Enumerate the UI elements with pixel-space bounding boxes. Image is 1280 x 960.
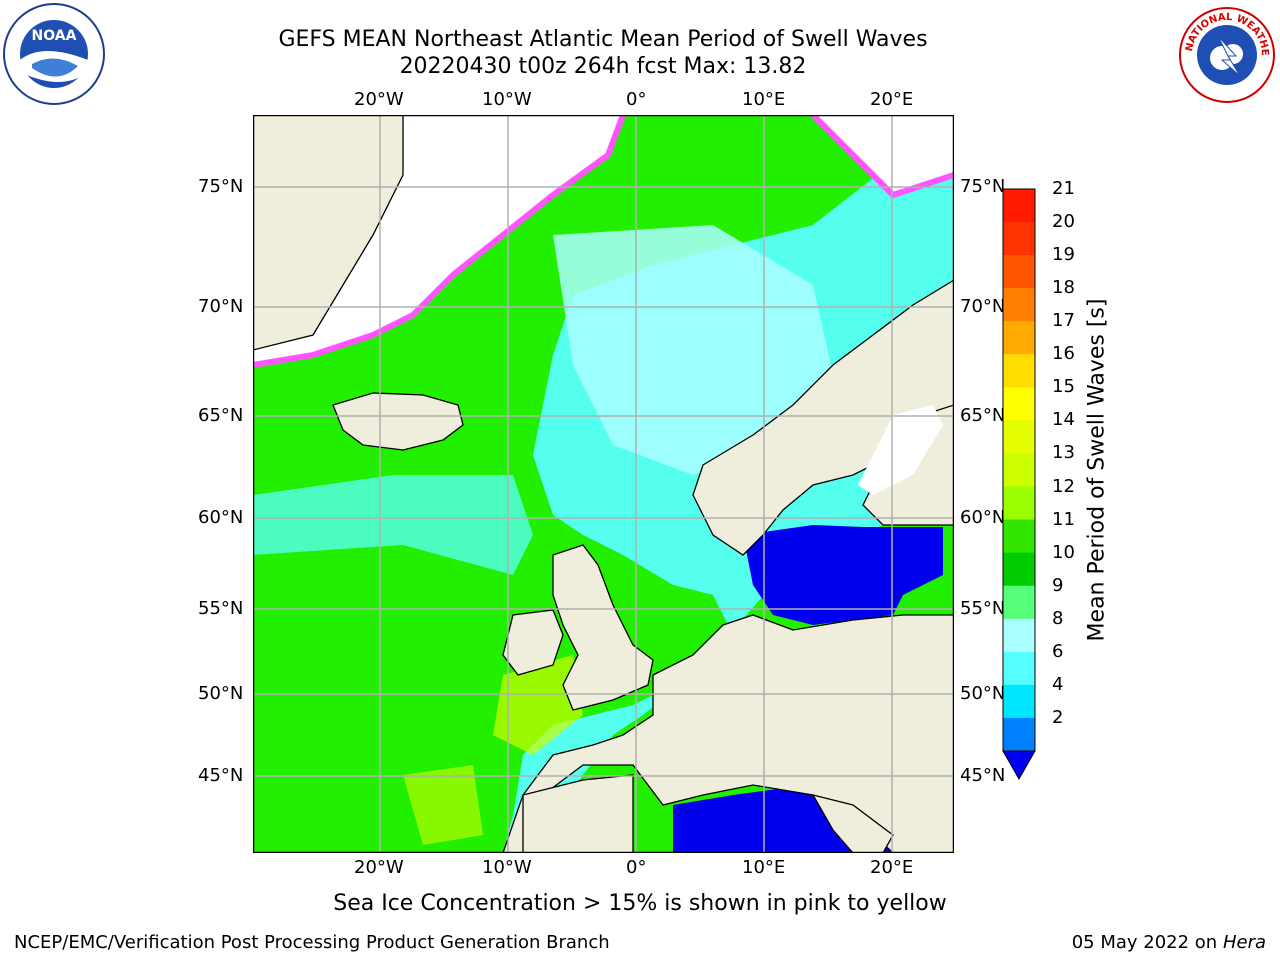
footer-date: 05 May 2022 on Hera <box>1072 932 1266 953</box>
colorbar-segment <box>1003 552 1035 587</box>
lon-label-top: 20°W <box>354 89 404 110</box>
colorbar-segment <box>1003 684 1035 719</box>
ocean-yellow-patch-2 <box>403 765 483 845</box>
italy-land <box>811 793 894 853</box>
colorbar-segment <box>1003 321 1035 355</box>
europe-land <box>502 614 954 853</box>
colorbar-tick-label: 19 <box>1052 244 1075 266</box>
lat-label-right: 50°N <box>960 683 1006 704</box>
lon-label-top: 10°E <box>742 89 786 110</box>
colorbar-segment <box>1003 519 1035 554</box>
colorbar-tick-label: 13 <box>1052 442 1075 464</box>
colorbar-segment <box>1003 420 1035 454</box>
colorbar-tick-label: 14 <box>1052 409 1075 431</box>
nws-logo: NATIONAL WEATHER SERVICE <box>1178 6 1275 103</box>
iceland-land <box>332 392 464 451</box>
colorbar-segment <box>1003 354 1035 388</box>
ireland-land <box>502 609 564 676</box>
colorbar-tick-label: 20 <box>1052 211 1075 233</box>
colorbar-tick-label: 4 <box>1052 673 1064 695</box>
svalbard-ice <box>813 115 954 195</box>
map-frame <box>253 115 954 853</box>
lon-label-top: 20°E <box>870 89 914 110</box>
noaa-logo: NOAA <box>3 3 105 105</box>
colorbar-tick-label: 12 <box>1052 475 1075 497</box>
lon-label-top: 0° <box>626 89 647 110</box>
greenland-land <box>253 115 404 351</box>
lat-label-left: 50°N <box>198 683 244 704</box>
colorbar-segment <box>1003 288 1035 322</box>
colorbar-segment <box>1003 717 1035 752</box>
colorbar-tick-label: 21 <box>1052 178 1075 199</box>
colorbar-frame <box>1002 188 1036 752</box>
ice-edge-2 <box>810 115 954 199</box>
lat-label-right: 65°N <box>960 405 1006 426</box>
colorbar-tick-label: 10 <box>1052 541 1075 563</box>
colorbar-segment <box>1003 453 1035 488</box>
lat-label-right: 75°N <box>960 176 1006 197</box>
colorbar-tick-label: 16 <box>1052 343 1075 365</box>
footer-date-text: 05 May 2022 on <box>1071 932 1218 953</box>
lon-label-bottom: 10°W <box>482 857 532 878</box>
colorbar-tick-label: 6 <box>1052 640 1064 662</box>
ocean-yellow-patch <box>493 655 583 755</box>
colorbar-tick-label: 2 <box>1052 706 1064 728</box>
sea-ice-note: Sea Ice Concentration > 15% is shown in … <box>333 891 947 916</box>
colorbar-segment <box>1003 618 1035 653</box>
ice-edge <box>253 115 626 368</box>
colorbar-segment <box>1003 189 1035 223</box>
colorbar-tick-label: 17 <box>1052 310 1075 332</box>
britain-land <box>552 544 654 711</box>
colorbar-under-triangle <box>1002 750 1036 781</box>
footer-organization: NCEP/EMC/Verification Post Processing Pr… <box>14 932 610 953</box>
lat-label-right: 60°N <box>960 507 1006 528</box>
ocean-pale-region <box>553 225 833 475</box>
lat-label-left: 55°N <box>198 598 244 619</box>
lat-label-left: 75°N <box>198 176 244 197</box>
colorbar-segment <box>1003 387 1035 421</box>
colorbar-tick-label: 8 <box>1052 607 1064 629</box>
iberia-land <box>522 774 634 853</box>
lon-label-bottom: 20°W <box>354 857 404 878</box>
map-title: GEFS MEAN Northeast Atlantic Mean Period… <box>278 27 928 52</box>
lat-label-right: 55°N <box>960 598 1006 619</box>
lat-label-left: 70°N <box>198 296 244 317</box>
lat-label-right: 45°N <box>960 765 1006 786</box>
lon-label-bottom: 20°E <box>870 857 914 878</box>
lon-label-bottom: 10°E <box>742 857 786 878</box>
graticule <box>253 115 954 853</box>
gulf-bothnia-ice <box>858 405 943 495</box>
lat-label-right: 70°N <box>960 296 1006 317</box>
map-panel <box>253 115 954 853</box>
colorbar-tick-label: 9 <box>1052 574 1064 596</box>
lat-label-left: 60°N <box>198 507 244 528</box>
colorbar-segment <box>1003 585 1035 620</box>
colorbar-tick-label: 11 <box>1052 508 1075 530</box>
map-subtitle: 20220430 t00z 264h fcst Max: 13.82 <box>399 54 807 79</box>
colorbar-tick-label: 18 <box>1052 277 1075 299</box>
colorbar-tick-label: 15 <box>1052 376 1075 398</box>
lon-label-bottom: 0° <box>626 857 647 878</box>
colorbar-segment <box>1003 222 1035 256</box>
colorbar-label: Mean Period of Swell Waves [s] <box>1084 298 1110 642</box>
footer-machine: Hera <box>1222 932 1266 953</box>
lat-label-left: 45°N <box>198 765 244 786</box>
colorbar-segment <box>1003 255 1035 289</box>
colorbar-segment <box>1003 651 1035 686</box>
noaa-logo-text: NOAA <box>32 28 77 44</box>
ocean-cyan-west <box>253 475 533 575</box>
lat-label-left: 65°N <box>198 405 244 426</box>
colorbar-segment <box>1003 486 1035 521</box>
colorbar <box>1002 188 1036 781</box>
lon-label-top: 10°W <box>482 89 532 110</box>
baltic-low <box>743 525 943 625</box>
